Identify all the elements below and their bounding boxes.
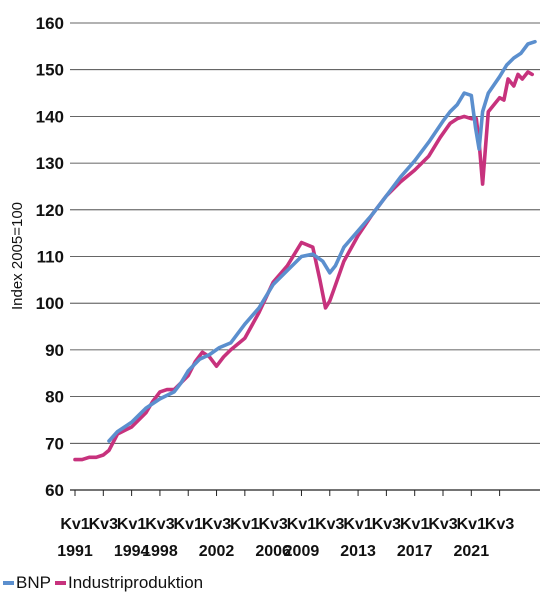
y-tick-label-110: 110 — [37, 248, 64, 267]
x-tick-quarter-0: Kv1 — [60, 516, 89, 533]
legend: BNP Industriproduktion — [3, 573, 207, 593]
x-tick-quarter-1: Kv3 — [89, 516, 118, 533]
x-tick-quarter-8: Kv1 — [287, 516, 316, 533]
y-tick-label-60: 60 — [45, 481, 64, 500]
x-tick-year-5: 2002 — [199, 543, 235, 560]
y-axis-ticks: 60 70 80 90 100 110 120 130 140 150 160 — [36, 14, 64, 500]
x-tick-year-12: 2017 — [397, 543, 433, 560]
y-tick-label-120: 120 — [36, 201, 64, 220]
x-tick-quarter-10: Kv1 — [343, 516, 372, 533]
legend-swatch-industriproduktion — [54, 581, 66, 585]
x-tick-quarter-6: Kv1 — [230, 516, 259, 533]
x-tick-quarter-4: Kv1 — [174, 516, 203, 533]
x-tick-year-0: 1991 — [57, 543, 93, 560]
y-tick-label-150: 150 — [36, 61, 64, 80]
x-tick-quarter-2: Kv1 — [117, 516, 146, 533]
legend-item-bnp: BNP — [3, 573, 51, 593]
series-lines — [73, 39, 537, 462]
legend-label-industriproduktion: Industriproduktion — [67, 573, 204, 592]
y-tick-label-90: 90 — [45, 341, 64, 360]
y-tick-label-70: 70 — [45, 434, 64, 453]
x-tick-quarter-11: Kv3 — [372, 516, 401, 533]
x-tick-quarter-3: Kv3 — [145, 516, 174, 533]
x-tick-year-8: 2009 — [284, 543, 320, 560]
x-tick-year-14: 2021 — [454, 543, 490, 560]
x-tick-quarter-5: Kv3 — [202, 516, 231, 533]
x-tick-year-7: 2006 — [255, 543, 291, 560]
x-tick-year-2: 1994 — [114, 543, 150, 560]
series-line-bnp — [107, 39, 537, 443]
legend-swatch-bnp — [3, 581, 14, 585]
y-tick-label-140: 140 — [36, 107, 64, 126]
x-tick-quarter-7: Kv3 — [258, 516, 287, 533]
x-tick-quarter-12: Kv1 — [400, 516, 429, 533]
y-tick-label-100: 100 — [36, 294, 64, 313]
legend-item-industriproduktion: Industriproduktion — [54, 573, 204, 593]
x-axis-ticks: Kv11991Kv3Kv11994Kv31998Kv1Kv32002Kv1Kv3… — [57, 490, 514, 560]
x-tick-quarter-15: Kv3 — [485, 516, 514, 533]
x-tick-year-3: 1998 — [142, 543, 178, 560]
y-tick-label-160: 160 — [36, 14, 64, 33]
x-tick-quarter-13: Kv3 — [428, 516, 457, 533]
x-tick-year-10: 2013 — [340, 543, 376, 560]
x-tick-quarter-9: Kv3 — [315, 516, 344, 533]
series-line-industriproduktion — [73, 70, 535, 462]
y-tick-label-80: 80 — [45, 388, 64, 407]
line-chart: 60 70 80 90 100 110 120 130 140 150 160 Kv1 1991 Kv3… — [9, 14, 540, 560]
legend-label-bnp: BNP — [16, 573, 51, 592]
y-axis-label: Index 2005=100 — [9, 202, 26, 310]
x-tick-quarter-14: Kv1 — [457, 516, 486, 533]
y-tick-label-130: 130 — [36, 154, 64, 173]
